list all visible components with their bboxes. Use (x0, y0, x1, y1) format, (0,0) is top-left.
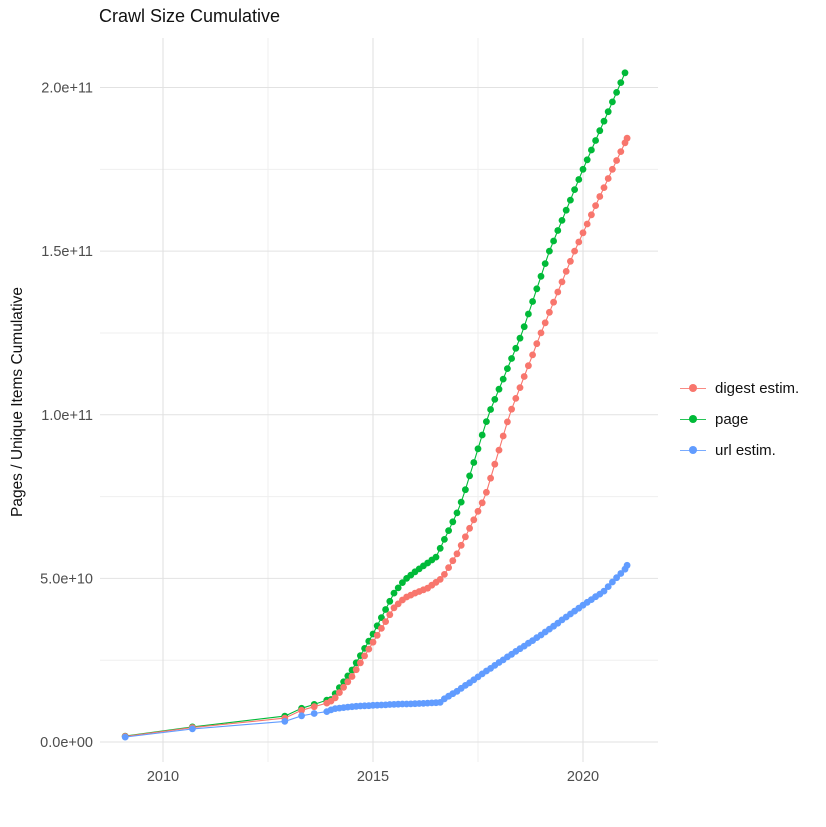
svg-text:5.0e+10: 5.0e+10 (40, 571, 93, 587)
legend: digest estim. page url estim. (680, 378, 799, 460)
svg-text:1.5e+11: 1.5e+11 (41, 244, 93, 260)
svg-text:2015: 2015 (357, 769, 389, 785)
legend-key-dot-icon (680, 409, 706, 429)
svg-text:2010: 2010 (147, 769, 179, 785)
gridlines-major (100, 38, 658, 762)
gridlines-minor (100, 38, 658, 762)
series-digest-estim- (121, 134, 631, 740)
legend-label: page (715, 410, 749, 428)
legend-item-page: page (680, 409, 799, 429)
series-url-estim- (121, 561, 631, 741)
legend-label: digest estim. (715, 379, 800, 397)
legend-item-digest-estim: digest estim. (680, 378, 799, 398)
svg-text:2020: 2020 (567, 769, 599, 785)
legend-item-url-estim: url estim. (680, 440, 799, 460)
legend-key-dot-icon (680, 378, 706, 398)
chart-title: Crawl Size Cumulative (99, 6, 281, 26)
axis-tick-labels: 0.0e+00 5.0e+10 1.0e+11 1.5e+11 2.0e+11 2010 2… (40, 81, 599, 786)
y-axis-title: Pages / Unique Items Cumulative (9, 286, 26, 518)
data-series (121, 69, 631, 741)
svg-text:0.0e+00: 0.0e+00 (40, 735, 93, 751)
svg-text:1.0e+11: 1.0e+11 (41, 408, 93, 424)
legend-label: url estim. (715, 441, 776, 459)
svg-text:2.0e+11: 2.0e+11 (41, 81, 93, 97)
legend-key-dot-icon (680, 440, 706, 460)
